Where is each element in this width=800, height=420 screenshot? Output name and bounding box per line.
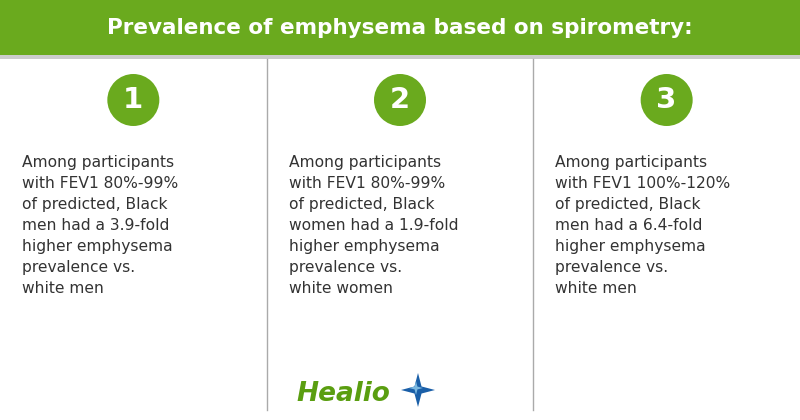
Text: 2: 2 (390, 86, 410, 114)
FancyBboxPatch shape (0, 0, 800, 55)
Text: Among participants
with FEV1 80%-99%
of predicted, Black
men had a 3.9-fold
high: Among participants with FEV1 80%-99% of … (22, 155, 178, 296)
Circle shape (107, 74, 159, 126)
Polygon shape (409, 381, 423, 395)
Circle shape (374, 74, 426, 126)
Text: 3: 3 (657, 86, 677, 114)
Text: 1: 1 (123, 86, 143, 114)
Text: Among participants
with FEV1 80%-99%
of predicted, Black
women had a 1.9-fold
hi: Among participants with FEV1 80%-99% of … (289, 155, 458, 296)
Polygon shape (401, 373, 435, 407)
Text: Among participants
with FEV1 100%-120%
of predicted, Black
men had a 6.4-fold
hi: Among participants with FEV1 100%-120% o… (555, 155, 730, 296)
FancyBboxPatch shape (0, 55, 800, 59)
Text: Healio: Healio (296, 381, 390, 407)
Text: Prevalence of emphysema based on spirometry:: Prevalence of emphysema based on spirome… (107, 18, 693, 37)
Circle shape (641, 74, 693, 126)
